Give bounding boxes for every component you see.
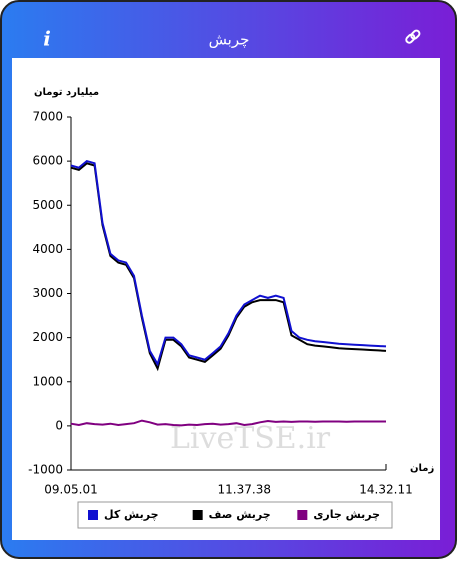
y-tick-label: 1000 [32, 374, 63, 388]
legend-swatch [297, 510, 308, 520]
y-tick-label: 3000 [32, 286, 63, 300]
watermark: LiveTSE.ir [170, 421, 331, 456]
series-line [70, 162, 387, 372]
y-axis-title: میلیارد تومان [34, 87, 99, 98]
chart-card [12, 58, 440, 540]
legend-label: چربش کل [104, 508, 159, 521]
y-tick-label: 6000 [32, 154, 63, 168]
legend-swatch [88, 510, 98, 520]
y-tick-label: 0 [55, 418, 63, 432]
x-tick-label: 11.37.38 [218, 483, 271, 497]
info-button[interactable]: i [43, 27, 51, 51]
series-line [70, 159, 387, 367]
page-title: چربش [209, 31, 250, 49]
series-line [70, 419, 386, 427]
legend-swatch [192, 510, 203, 520]
x-axis-title: زمان [410, 463, 434, 474]
y-tick-label: 5000 [32, 198, 63, 212]
chart: میلیارد تومان زمان LiveTSE.ir -1000 0 1000 200… [28, 87, 434, 529]
y-tick-label: 7000 [32, 110, 63, 124]
legend-label: چربش جاری [313, 508, 380, 521]
y-tick-label: -1000 [28, 463, 63, 477]
legend-label: چربش صف [209, 508, 271, 521]
y-tick-label: 2000 [32, 330, 63, 344]
link-button[interactable] [405, 29, 421, 44]
y-tick-label: 4000 [32, 242, 63, 256]
legend-box [77, 501, 393, 529]
x-tick-label: 14.32.11 [359, 483, 412, 497]
x-tick-label: 09.05.01 [44, 483, 97, 497]
